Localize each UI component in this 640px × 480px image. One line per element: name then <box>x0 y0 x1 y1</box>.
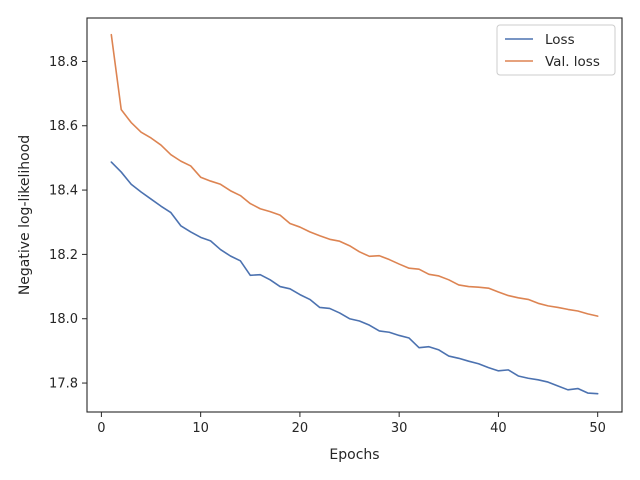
y-tick-label: 18.8 <box>49 55 78 70</box>
x-tick-label: 20 <box>292 421 309 436</box>
x-tick-label: 30 <box>391 421 408 436</box>
axes-frame <box>86 17 623 413</box>
legend-label-0: Loss <box>545 32 575 48</box>
legend-label-1: Val. loss <box>545 54 600 70</box>
x-tick-label: 0 <box>97 421 105 436</box>
x-tick-label: 40 <box>490 421 507 436</box>
y-axis-ticks: 17.8 18.0 18.2 18.4 18.6 18.8 <box>49 55 87 392</box>
x-tick-label: 10 <box>192 421 209 436</box>
series-line-1 <box>110 33 599 317</box>
x-tick-label: 50 <box>589 421 606 436</box>
y-tick-label: 17.8 <box>49 377 78 392</box>
series-line-0 <box>110 161 599 395</box>
plot-area <box>110 33 599 395</box>
legend-box <box>496 24 616 76</box>
x-axis-label: Epochs <box>329 447 379 463</box>
y-tick-label: 18.6 <box>49 119 78 134</box>
y-tick-label: 18.2 <box>49 248 78 263</box>
y-axis-label: Negative log-likelihood <box>17 135 33 295</box>
x-axis-ticks: 0 10 20 30 40 50 <box>97 412 606 436</box>
y-tick-label: 18.0 <box>49 312 78 327</box>
y-tick-label: 18.4 <box>49 184 78 199</box>
legend: Loss Val. loss <box>496 24 616 76</box>
